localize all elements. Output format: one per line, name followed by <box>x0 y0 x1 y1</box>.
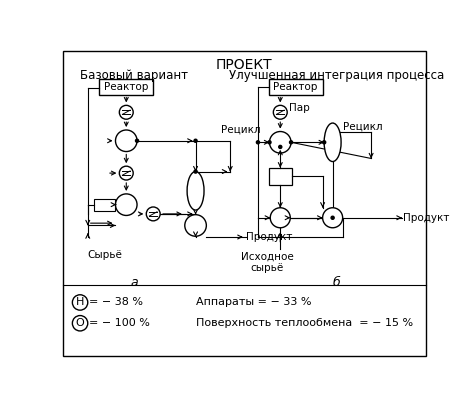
Circle shape <box>194 170 197 173</box>
Text: Поверхность теплообмена  = − 15 %: Поверхность теплообмена = − 15 % <box>195 318 412 328</box>
Circle shape <box>72 316 88 331</box>
Text: Аппараты = − 33 %: Аппараты = − 33 % <box>195 297 310 307</box>
Circle shape <box>184 215 206 236</box>
Text: Продукт: Продукт <box>246 232 292 242</box>
Text: Реактор: Реактор <box>104 82 148 92</box>
Circle shape <box>289 141 292 144</box>
Ellipse shape <box>324 123 340 162</box>
Text: Базовый вариант: Базовый вариант <box>80 69 188 82</box>
Text: Сырьё: Сырьё <box>88 250 122 260</box>
Circle shape <box>72 295 88 310</box>
Circle shape <box>269 131 290 153</box>
Circle shape <box>278 145 281 148</box>
Text: а: а <box>130 276 138 289</box>
Text: Исходное
сырьё: Исходное сырьё <box>240 251 293 273</box>
Circle shape <box>273 105 287 119</box>
Bar <box>268 79 322 95</box>
Circle shape <box>115 194 137 216</box>
Text: Улучшенная интеграция процесса: Улучшенная интеграция процесса <box>228 69 443 82</box>
Circle shape <box>146 207 160 221</box>
Circle shape <box>119 166 133 180</box>
Circle shape <box>322 141 325 144</box>
Text: О: О <box>76 318 84 328</box>
Text: б: б <box>332 276 340 289</box>
Text: Реактор: Реактор <box>273 82 317 92</box>
Text: Н: Н <box>76 297 84 307</box>
Text: Продукт: Продукт <box>403 213 449 223</box>
Circle shape <box>270 208 290 228</box>
Bar <box>99 79 153 95</box>
Text: ПРОЕКТ: ПРОЕКТ <box>215 58 272 73</box>
Circle shape <box>194 139 197 142</box>
Circle shape <box>330 216 334 219</box>
Circle shape <box>119 105 133 119</box>
Text: = − 38 %: = − 38 % <box>89 297 143 307</box>
Text: Рецикл: Рецикл <box>343 122 382 131</box>
Text: = − 100 %: = − 100 % <box>89 318 150 328</box>
Circle shape <box>256 141 259 144</box>
Circle shape <box>268 141 270 144</box>
Bar <box>94 199 115 211</box>
Circle shape <box>135 139 139 142</box>
Bar <box>268 168 291 185</box>
Text: Пар: Пар <box>288 104 309 113</box>
Text: Рецикл: Рецикл <box>220 125 260 135</box>
Circle shape <box>322 208 342 228</box>
Circle shape <box>115 130 137 152</box>
Ellipse shape <box>187 172 204 210</box>
